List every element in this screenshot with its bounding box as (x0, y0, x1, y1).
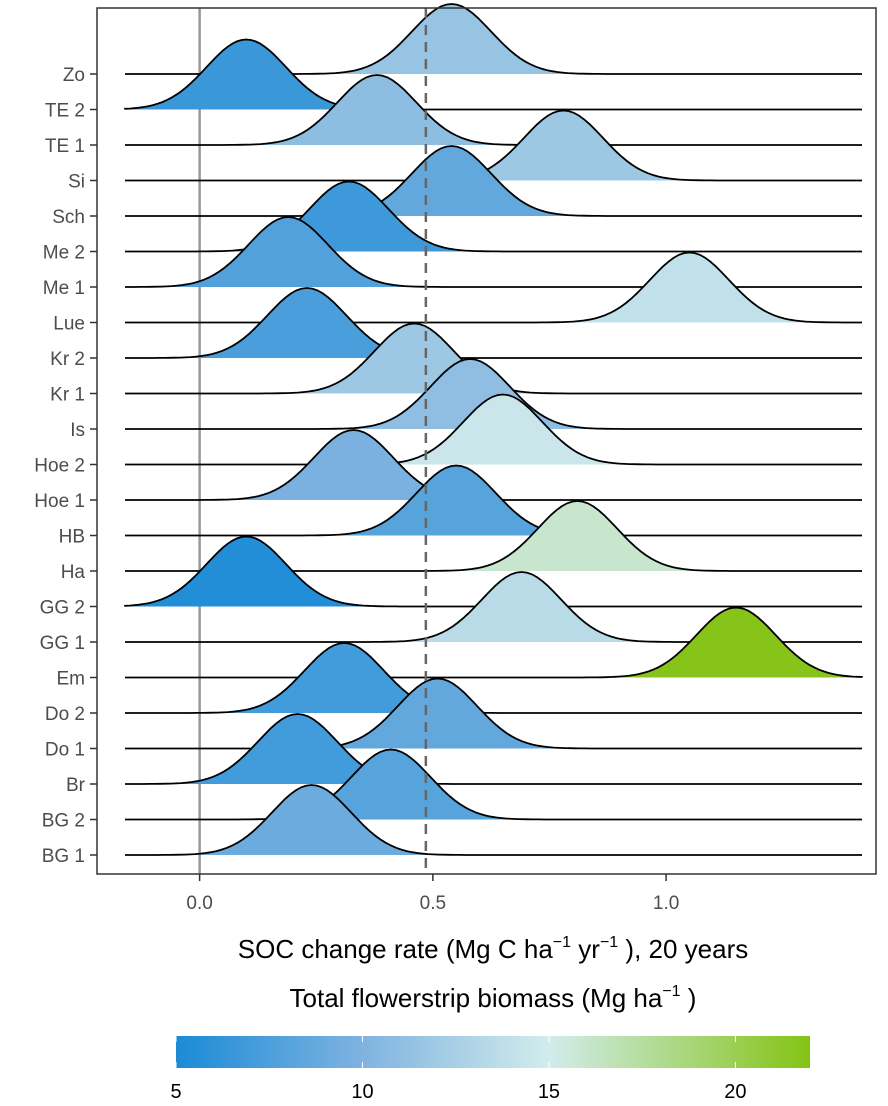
y-tick-label: Is (70, 420, 85, 441)
y-tick-label: Me 1 (43, 278, 85, 299)
x-title-end: ), 20 years (618, 934, 748, 964)
y-tick-label: GG 2 (40, 598, 85, 619)
y-tick-label: GG 1 (40, 633, 85, 654)
x-tick-label: 0.0 (186, 893, 212, 914)
x-title-mid: yr (571, 934, 600, 964)
ridge-area-si (404, 110, 723, 181)
ridge-line-me-2 (125, 180, 862, 253)
ridge-line-kr-1 (125, 322, 862, 395)
x-title-main: SOC change rate (Mg C ha (238, 934, 554, 964)
ridge-area-te-1 (218, 75, 536, 145)
ridge-line-bg-1 (125, 784, 862, 856)
y-tick-label: BG 2 (42, 811, 85, 832)
ridges-group (124, 3, 863, 856)
ridge-area-do-2 (185, 643, 503, 713)
ridge-area-me-1 (129, 217, 447, 287)
colorbar-tick-label: 10 (351, 1081, 373, 1103)
ridge-area-hoe-1 (195, 430, 513, 500)
ridge-area-lue (530, 252, 848, 323)
ridge-line-lue (125, 251, 862, 324)
y-tick-label: Kr 1 (50, 385, 85, 406)
ridge-line-te-1 (125, 74, 862, 146)
ridge-area-ha (418, 501, 737, 571)
ridge-area-bg-2 (232, 749, 550, 820)
ridge-area-sch (292, 146, 611, 216)
ridge-area-do-1 (278, 678, 597, 749)
y-tick-label: Ha (61, 562, 86, 583)
y-tick-label: Em (57, 669, 86, 690)
ridge-line-ha (125, 500, 862, 572)
y-axis: Zo TE 2 TE 1 Si Sch Me 2 Me 1 Lue Kr 2 Kr 1 Is Hoe … (34, 65, 97, 867)
ridge-area-hb (297, 465, 615, 536)
ridge-area-em (577, 607, 862, 678)
x-title-sup2: −1 (600, 934, 618, 951)
y-tick-label: Do 2 (45, 704, 85, 725)
y-tick-label: Me 2 (43, 243, 85, 264)
colorbar-tick-label: 20 (724, 1081, 746, 1103)
cb-title-end: ) (681, 983, 697, 1013)
ridge-area-br (139, 714, 457, 784)
ridge-line-me-1 (125, 216, 862, 288)
ridge-area-te-2 (125, 39, 405, 110)
x-axis: 0.0 0.5 1.0 (186, 874, 679, 914)
y-tick-label: Hoe 1 (34, 491, 85, 512)
ridge-line-is (125, 358, 862, 430)
ridge-area-hoe-2 (344, 394, 662, 465)
cb-title-main: Total flowerstrip biomass (Mg ha (290, 983, 663, 1013)
ridge-line-gg-1 (125, 571, 862, 643)
ridge-area-bg-1 (153, 785, 471, 855)
y-tick-label: TE 2 (45, 101, 85, 122)
x-axis-title: SOC change rate (Mg C ha−1 yr−1 ), 20 ye… (238, 934, 749, 964)
y-tick-label: TE 1 (45, 136, 85, 157)
colorbar (176, 1036, 810, 1068)
ridge-line-zo (125, 3, 862, 75)
y-tick-label: Zo (63, 65, 85, 86)
y-tick-label: Do 1 (45, 740, 85, 761)
ridge-line-em (125, 606, 863, 679)
colorbar-ticks: 5 10 15 20 (170, 1036, 747, 1103)
ridge-area-zo (292, 4, 611, 74)
y-tick-label: Br (66, 775, 86, 796)
colorbar-tick-label: 5 (170, 1081, 181, 1103)
y-tick-label: BG 1 (42, 846, 85, 867)
ridge-area-me-2 (190, 181, 508, 252)
ridge-area-is (311, 359, 629, 429)
y-tick-label: Lue (53, 314, 85, 335)
x-tick-label: 1.0 (653, 893, 679, 914)
y-tick-label: Si (68, 172, 85, 193)
ridge-line-gg-2 (124, 535, 862, 608)
panel-border (96, 7, 877, 875)
x-title-sup1: −1 (553, 934, 571, 951)
ridge-area-kr-1 (255, 323, 573, 394)
ridge-area-gg-2 (125, 536, 405, 607)
y-tick-label: Hoe 2 (34, 456, 85, 477)
x-tick-label: 0.5 (420, 893, 446, 914)
cb-title-sup: −1 (662, 983, 680, 1000)
y-tick-label: Sch (52, 207, 85, 228)
y-tick-label: HB (59, 527, 85, 548)
y-tick-label: Kr 2 (50, 349, 85, 370)
ridge-area-kr-2 (148, 288, 466, 358)
colorbar-title: Total flowerstrip biomass (Mg ha−1 ) (290, 983, 697, 1013)
colorbar-tick-label: 15 (538, 1081, 560, 1103)
ridge-area-gg-1 (362, 572, 681, 642)
